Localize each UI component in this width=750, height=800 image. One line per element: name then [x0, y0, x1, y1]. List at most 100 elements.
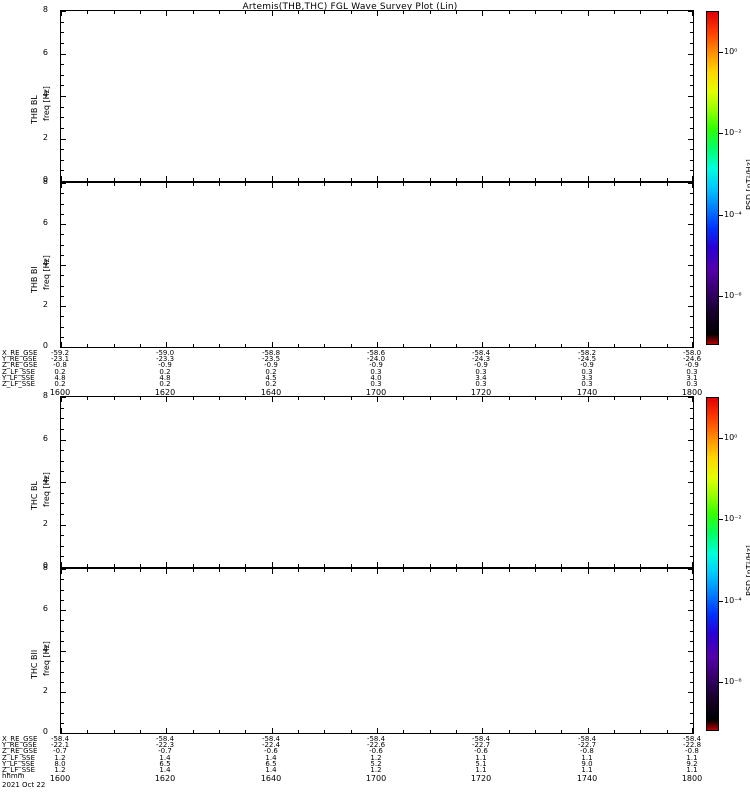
y-minor-tick	[61, 286, 64, 287]
ephemeris-value: -58.4	[471, 349, 491, 357]
y-minor-tick	[61, 429, 64, 430]
ephemeris-column: -59.0 -23.3 -0.9 0.2 4.8 0.2	[145, 349, 185, 387]
y-minor-tick	[61, 641, 64, 642]
y-minor-tick	[690, 418, 693, 419]
y-minor-tick	[61, 672, 64, 673]
x-minor-tick	[667, 11, 668, 14]
y-tick	[688, 525, 693, 526]
x-tick	[272, 11, 273, 16]
x-minor-tick	[640, 730, 641, 733]
x-time-tick-label: 1700	[365, 388, 387, 397]
ephemeris-value: -23.3	[155, 355, 175, 364]
x-minor-tick	[535, 178, 536, 181]
x-minor-tick	[403, 397, 404, 400]
x-minor-tick	[509, 178, 510, 181]
ephemeris-value: -58.6	[366, 349, 386, 357]
y-minor-tick	[61, 316, 64, 317]
ephemeris-value: 0.3	[686, 367, 698, 376]
panel-label-thb-bi: THB BI	[30, 266, 39, 293]
x-tick	[61, 728, 62, 733]
x-tick	[377, 569, 378, 574]
ephemeris-value: -58.4	[155, 735, 175, 743]
spectrogram-panel-thc-bl[interactable]	[60, 396, 694, 568]
spectrogram-panel-thb-bl[interactable]	[60, 10, 694, 182]
y-tick	[61, 610, 66, 611]
y-minor-tick	[690, 641, 693, 642]
y-tick	[61, 96, 66, 97]
x-minor-tick	[298, 397, 299, 400]
y-minor-tick	[690, 128, 693, 129]
ephemeris-value: 1.1	[581, 765, 593, 774]
x-minor-tick	[456, 397, 457, 400]
x-tick	[377, 183, 378, 188]
ephemeris-value: 1.1	[686, 753, 698, 762]
y-tick	[61, 397, 66, 398]
spectrogram-panel-thb-bi[interactable]	[60, 182, 694, 348]
x-minor-tick	[245, 730, 246, 733]
x-tick	[166, 397, 167, 402]
ephemeris-value: -0.7	[158, 747, 172, 756]
x-tick	[166, 562, 167, 567]
colorbar-axis-label: PSD [nT²/Hz]	[745, 159, 750, 210]
ephemeris-value: -22.3	[155, 741, 175, 750]
y-tick	[61, 347, 66, 348]
y-tick	[688, 610, 693, 611]
y-minor-tick	[690, 450, 693, 451]
panel-label-thc-bii: THC BII	[30, 649, 39, 679]
y-tick	[688, 733, 693, 734]
x-time-tick-label: 1800	[681, 388, 703, 397]
colorbar-axis-label: PSD [nT²/Hz]	[745, 545, 750, 596]
y-minor-tick	[690, 408, 693, 409]
colorbar-tick-label: 10⁰	[724, 433, 738, 442]
x-tick	[588, 176, 589, 181]
colorbar-tick	[719, 682, 723, 683]
x-minor-tick	[351, 344, 352, 347]
ephemeris-value: 4.8	[159, 373, 171, 382]
x-tick	[588, 562, 589, 567]
y-minor-tick	[690, 546, 693, 547]
ephemeris-value: 0.3	[686, 379, 698, 388]
ephemeris-value: -22.1	[50, 741, 70, 750]
y-minor-tick	[61, 408, 64, 409]
x-minor-tick	[351, 569, 352, 572]
x-minor-tick	[430, 730, 431, 733]
ephemeris-value: -58.4	[682, 735, 702, 743]
x-minor-tick	[245, 344, 246, 347]
x-minor-tick	[403, 564, 404, 567]
y-minor-tick	[61, 723, 64, 724]
y-minor-tick	[690, 327, 693, 328]
x-tick	[166, 342, 167, 347]
colorbar-tick-label: 10⁰	[724, 47, 738, 56]
spectrogram-panel-thc-bii[interactable]	[60, 568, 694, 734]
x-tick	[692, 569, 693, 574]
colorbar-thb-bl[interactable]	[706, 11, 719, 345]
x-minor-tick	[509, 564, 510, 567]
ephemeris-row-labels: X_RE_GSE Y_RE_GSE Z_RE_GSE Z_LF_SSE Y_LF_SSE…	[2, 349, 37, 387]
x-minor-tick	[614, 730, 615, 733]
x-minor-tick	[114, 344, 115, 347]
y-minor-tick	[61, 296, 64, 297]
ephemeris-value: 0.2	[159, 367, 171, 376]
x-minor-tick	[351, 397, 352, 400]
ephemeris-value: -0.9	[158, 361, 172, 370]
y-minor-tick	[690, 579, 693, 580]
y-minor-tick	[61, 418, 64, 419]
x-minor-tick	[509, 569, 510, 572]
colorbar-tick	[719, 601, 723, 602]
colorbar-tick-label: 10⁻⁴	[724, 210, 742, 219]
colorbar-thc-bl[interactable]	[706, 397, 719, 731]
ephemeris-value: -0.6	[264, 747, 278, 756]
y-tick-label: 0	[42, 561, 48, 570]
ephemeris-value: -0.9	[685, 361, 699, 370]
ephemeris-value: 0.3	[581, 379, 593, 388]
x-minor-tick	[140, 730, 141, 733]
x-tick	[272, 176, 273, 181]
x-minor-tick	[509, 397, 510, 400]
x-minor-tick	[535, 11, 536, 14]
ephemeris-value: 1.4	[159, 753, 171, 762]
x-minor-tick	[245, 178, 246, 181]
ephemeris-row-label: Y_LF_SSE	[2, 759, 35, 768]
y-minor-tick	[61, 255, 64, 256]
y-minor-tick	[61, 117, 64, 118]
ephemeris-value: -22.6	[366, 741, 386, 750]
